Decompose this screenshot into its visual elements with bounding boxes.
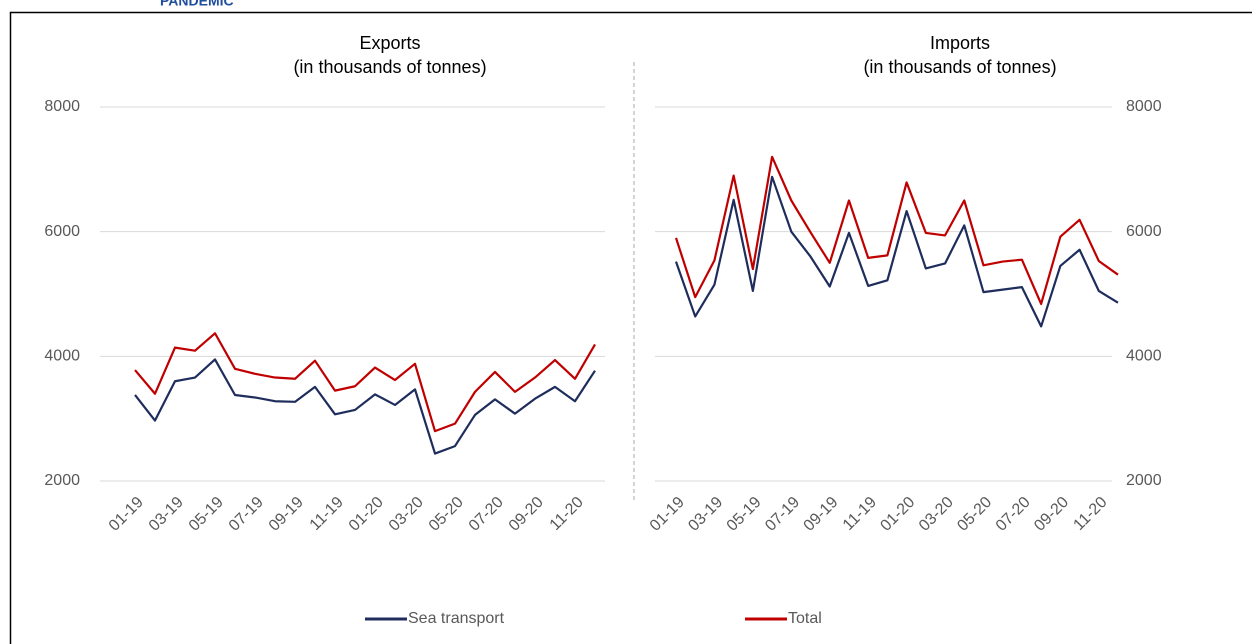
chart-subtitle: (in thousands of tonnes) (863, 57, 1056, 77)
chart-title: Exports (359, 33, 420, 53)
x-tick-label: 03-19 (685, 494, 726, 535)
y-tick-label: 8000 (1126, 98, 1162, 115)
x-tick-label: 05-19 (724, 494, 765, 535)
y-tick-label: 6000 (44, 223, 80, 240)
x-tick-label: 09-20 (1031, 494, 1072, 535)
x-tick-label: 01-20 (346, 494, 387, 535)
chart-subtitle: (in thousands of tonnes) (293, 57, 486, 77)
x-tick-label: 11-20 (547, 494, 587, 534)
x-tick-label: 09-19 (801, 494, 842, 535)
y-tick-label: 2000 (44, 472, 80, 489)
line-series (134, 332, 596, 433)
y-tick-label: 4000 (1126, 348, 1162, 365)
chart-title: Imports (930, 33, 990, 53)
x-tick-label: 01-19 (647, 494, 688, 535)
x-tick-label: 09-20 (506, 494, 547, 535)
x-tick-label: 01-19 (106, 494, 147, 535)
x-tick-label: 03-20 (386, 494, 427, 535)
x-tick-label: 03-20 (916, 494, 957, 535)
y-tick-label: 4000 (44, 348, 80, 365)
x-tick-label: 05-20 (426, 494, 467, 535)
y-tick-label: 6000 (1126, 223, 1162, 240)
x-tick-label: 07-19 (762, 494, 803, 535)
legend-label: Sea transport (408, 610, 505, 627)
line-series (674, 155, 1119, 306)
x-tick-label: 01-20 (877, 494, 918, 535)
x-tick-label: 05-20 (954, 494, 995, 535)
x-tick-label: 07-20 (466, 494, 507, 535)
header: PANDEMIC (160, 0, 234, 9)
x-tick-label: 11-20 (1070, 494, 1110, 534)
x-tick-label: 05-19 (186, 494, 227, 535)
frame (9, 11, 1252, 644)
legend-label: Total (788, 610, 822, 627)
x-tick-label: 11-19 (307, 494, 347, 534)
line-series (674, 175, 1119, 328)
x-tick-label: 03-19 (146, 494, 187, 535)
line-series (134, 358, 596, 455)
x-tick-label: 07-19 (226, 494, 267, 535)
x-tick-label: 07-20 (993, 494, 1034, 535)
y-tick-label: 8000 (44, 98, 80, 115)
y-tick-label: 2000 (1126, 472, 1162, 489)
x-tick-label: 09-19 (266, 494, 307, 535)
x-tick-label: 11-19 (840, 494, 880, 534)
